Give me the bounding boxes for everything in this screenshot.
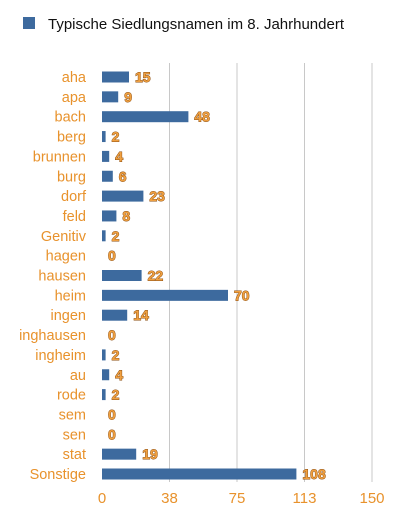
category-label: feld bbox=[63, 209, 86, 225]
category-label: sem bbox=[59, 407, 86, 423]
bar bbox=[102, 468, 297, 480]
data-label: 0 bbox=[108, 248, 116, 264]
bar bbox=[102, 349, 106, 361]
bar bbox=[102, 448, 137, 460]
category-label: ingheim bbox=[35, 348, 86, 364]
category-label: dorf bbox=[61, 189, 87, 205]
bar bbox=[102, 111, 189, 123]
data-label: 108 bbox=[302, 466, 326, 482]
data-label: 19 bbox=[142, 446, 158, 462]
category-label: hagen bbox=[46, 249, 86, 265]
legend-swatch bbox=[23, 17, 35, 29]
category-label: rode bbox=[57, 388, 86, 404]
data-label: 9 bbox=[124, 89, 132, 105]
category-label: burg bbox=[57, 169, 86, 185]
data-label: 4 bbox=[115, 367, 123, 383]
category-label: apa bbox=[62, 90, 87, 106]
x-tick-label: 0 bbox=[98, 490, 106, 507]
data-label: 2 bbox=[112, 387, 120, 403]
data-label: 2 bbox=[112, 347, 120, 363]
bar bbox=[102, 131, 106, 143]
x-tick-label: 150 bbox=[359, 490, 384, 507]
data-label: 0 bbox=[108, 426, 116, 442]
data-label: 0 bbox=[108, 406, 116, 422]
category-label: inghausen bbox=[19, 328, 86, 344]
category-label: brunnen bbox=[33, 149, 86, 165]
category-label: bach bbox=[55, 110, 86, 126]
data-label: 70 bbox=[234, 287, 250, 303]
data-label: 14 bbox=[133, 307, 149, 323]
bars bbox=[102, 71, 297, 480]
data-label: 8 bbox=[122, 208, 130, 224]
data-label: 0 bbox=[108, 327, 116, 343]
bar bbox=[102, 91, 119, 103]
bar bbox=[102, 71, 129, 83]
gridlines bbox=[169, 63, 373, 482]
category-label: au bbox=[70, 368, 86, 384]
bar bbox=[102, 369, 110, 381]
category-label: heim bbox=[55, 288, 86, 304]
bar bbox=[102, 190, 144, 202]
data-label: 2 bbox=[112, 129, 120, 145]
category-label: Sonstige bbox=[30, 467, 86, 483]
category-label: hausen bbox=[38, 269, 86, 285]
bar bbox=[102, 389, 106, 401]
bar bbox=[102, 170, 113, 182]
category-labels: aha apa bach berg brunnen burg dorf feld Genitiv… bbox=[19, 70, 87, 483]
bar bbox=[102, 210, 117, 222]
bar bbox=[102, 289, 228, 301]
data-label: 23 bbox=[149, 188, 165, 204]
data-label: 2 bbox=[112, 228, 120, 244]
x-tick-label: 113 bbox=[293, 490, 317, 507]
category-label: stat bbox=[63, 447, 86, 463]
category-label: aha bbox=[62, 70, 87, 86]
data-label: 15 bbox=[135, 69, 151, 85]
data-label: 48 bbox=[194, 109, 210, 125]
bar bbox=[102, 270, 142, 281]
bar bbox=[102, 150, 110, 162]
category-label: Genitiv bbox=[41, 229, 87, 245]
category-label: sen bbox=[63, 427, 86, 443]
data-label: 4 bbox=[115, 148, 123, 164]
x-tick-label: 38 bbox=[161, 490, 178, 507]
bar bbox=[102, 309, 128, 321]
category-label: ingen bbox=[51, 308, 86, 324]
legend-label: Typische Siedlungsnamen im 8. Jahrhunder… bbox=[48, 16, 345, 33]
bar bbox=[102, 230, 106, 242]
data-label: 6 bbox=[119, 168, 127, 184]
x-tick-labels: 0 38 75 113 150 bbox=[98, 490, 385, 507]
x-tick-label: 75 bbox=[229, 490, 246, 507]
category-label: berg bbox=[57, 130, 86, 146]
data-label: 22 bbox=[148, 268, 164, 284]
